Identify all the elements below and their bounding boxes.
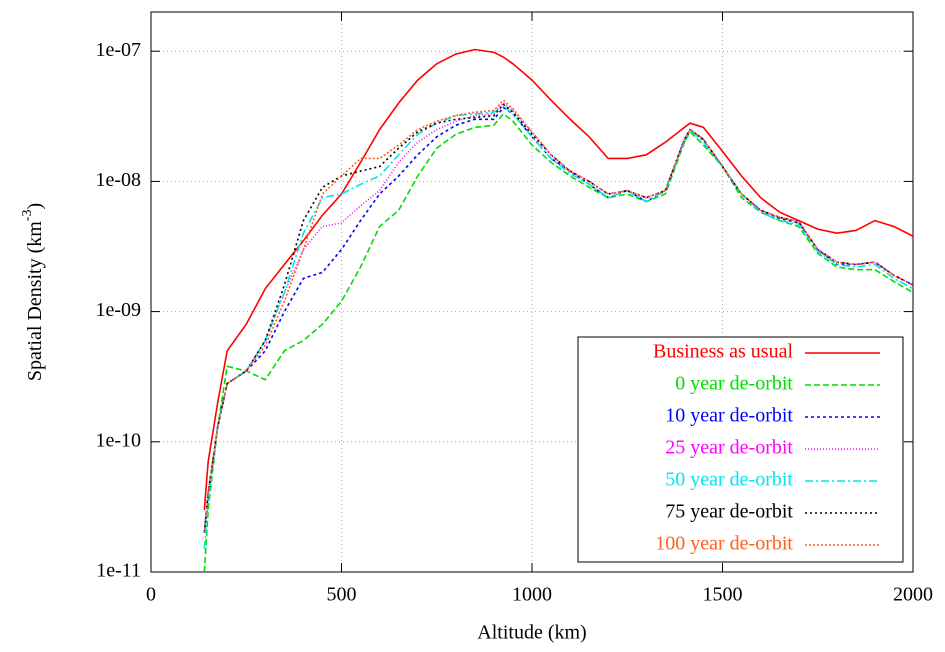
legend-label: 50 year de-orbit: [665, 469, 793, 491]
x-tick-label: 1500: [703, 584, 743, 606]
legend-label: 0 year de-orbit: [675, 373, 793, 395]
legend-label: 100 year de-orbit: [655, 533, 793, 555]
x-tick-label: 1000: [512, 584, 552, 606]
y-axis-label-sup: -3: [20, 210, 35, 222]
plot-frame: [150, 11, 914, 573]
legend-box: [577, 336, 904, 563]
y-tick-label: 1e-07: [95, 39, 141, 61]
x-tick-label: 2000: [893, 584, 933, 606]
x-tick-label: 0: [146, 584, 156, 606]
y-tick-label: 1e-08: [95, 169, 141, 191]
data-line: [203, 104, 913, 550]
y-axis-label-main: Spatial Density (km: [24, 221, 46, 381]
data-line: [203, 99, 913, 533]
y-axis-label: Spatial Density (km-3): [20, 203, 45, 381]
x-tick-label: 500: [327, 584, 357, 606]
legend-label: 10 year de-orbit: [665, 405, 793, 427]
y-tick-label: 1e-09: [95, 299, 141, 321]
x-axis-label: Altitude (km): [477, 622, 586, 644]
legend-label: Business as usual: [653, 341, 793, 363]
data-line: [203, 48, 913, 510]
data-line: [203, 103, 913, 533]
y-axis-label-end: ): [24, 203, 46, 210]
legend-label: 25 year de-orbit: [665, 437, 793, 459]
legend-label: 75 year de-orbit: [665, 501, 793, 523]
plot-area: [203, 48, 913, 572]
y-tick-label: 1e-10: [95, 429, 141, 451]
y-tick-label: 1e-11: [96, 560, 141, 582]
